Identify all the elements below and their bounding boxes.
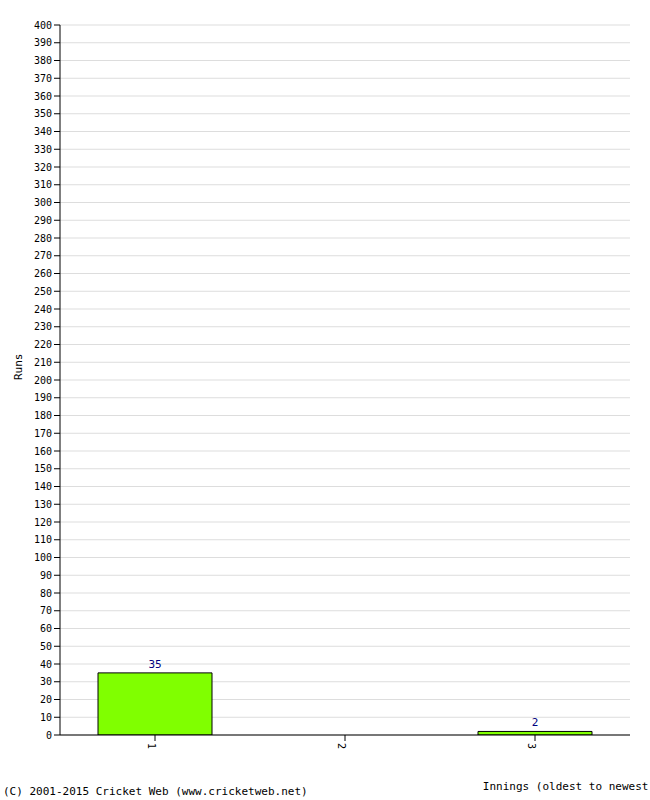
html-text:(C) 2001-2015 Cricket Web (www: (C) 2001-2015 Cricket Web (www.cricketwe… xyxy=(3,785,308,798)
svg-text:130: 130 xyxy=(34,499,52,510)
svg-text:Innings (oldest to newest): Innings (oldest to newest) xyxy=(483,780,642,793)
svg-text:380: 380 xyxy=(34,55,52,66)
svg-text:200: 200 xyxy=(34,375,52,386)
svg-text:50: 50 xyxy=(40,641,52,652)
svg-text:230: 230 xyxy=(34,321,52,332)
svg-text:250: 250 xyxy=(34,286,52,297)
svg-text:180: 180 xyxy=(34,410,52,421)
svg-text:260: 260 xyxy=(34,268,52,279)
svg-text:2: 2 xyxy=(532,716,539,729)
svg-text:30: 30 xyxy=(40,676,52,687)
svg-text:370: 370 xyxy=(34,73,52,84)
svg-text:40: 40 xyxy=(40,659,52,670)
svg-text:400: 400 xyxy=(34,20,52,31)
svg-text:20: 20 xyxy=(40,694,52,705)
svg-text:300: 300 xyxy=(34,197,52,208)
svg-text:3: 3 xyxy=(526,743,537,749)
svg-text:0: 0 xyxy=(46,730,52,741)
svg-text:150: 150 xyxy=(34,463,52,474)
svg-text:80: 80 xyxy=(40,588,52,599)
svg-text:1: 1 xyxy=(146,743,157,749)
svg-text:220: 220 xyxy=(34,339,52,350)
svg-text:320: 320 xyxy=(34,162,52,173)
svg-text:140: 140 xyxy=(34,481,52,492)
svg-text:170: 170 xyxy=(34,428,52,439)
svg-text:390: 390 xyxy=(34,37,52,48)
svg-text:60: 60 xyxy=(40,623,52,634)
svg-text:340: 340 xyxy=(34,126,52,137)
svg-text:90: 90 xyxy=(40,570,52,581)
svg-text:280: 280 xyxy=(34,233,52,244)
svg-text:2: 2 xyxy=(336,743,347,749)
svg-text:35: 35 xyxy=(148,658,161,671)
svg-text:160: 160 xyxy=(34,446,52,457)
svg-text:270: 270 xyxy=(34,250,52,261)
svg-text:110: 110 xyxy=(34,534,52,545)
svg-text:10: 10 xyxy=(40,712,52,723)
svg-text:330: 330 xyxy=(34,144,52,155)
svg-text:240: 240 xyxy=(34,304,52,315)
svg-text:290: 290 xyxy=(34,215,52,226)
svg-text:100: 100 xyxy=(34,552,52,563)
svg-text:210: 210 xyxy=(34,357,52,368)
svg-text:360: 360 xyxy=(34,91,52,102)
svg-text:310: 310 xyxy=(34,179,52,190)
svg-text:350: 350 xyxy=(34,108,52,119)
svg-text:Runs: Runs xyxy=(12,354,25,381)
svg-text:190: 190 xyxy=(34,392,52,403)
svg-text:120: 120 xyxy=(34,517,52,528)
svg-text:70: 70 xyxy=(40,605,52,616)
